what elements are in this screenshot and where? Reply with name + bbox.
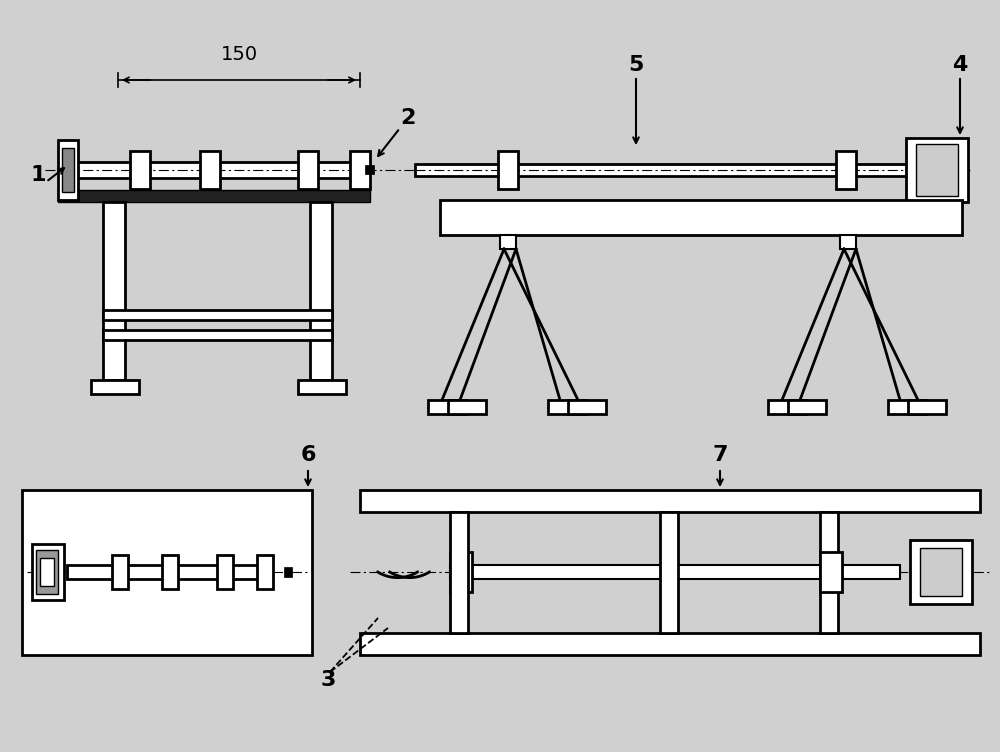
Bar [548,400,586,414]
Bar [103,310,332,320]
Bar [36,550,58,594]
Bar [257,555,273,589]
Bar [284,567,292,577]
Bar [450,565,900,579]
Bar [298,380,346,394]
Bar [450,512,468,633]
Bar [360,490,980,512]
Bar [660,512,678,633]
Bar [91,380,139,394]
Bar [500,235,516,249]
Bar [40,558,54,586]
Bar [200,151,220,189]
Bar [298,151,318,189]
Text: 5: 5 [628,55,644,75]
Bar [360,633,980,655]
Bar [350,151,370,189]
Bar [836,151,856,189]
Bar [310,202,332,380]
Bar [908,400,946,414]
Text: 150: 150 [220,45,258,64]
Text: 3: 3 [320,670,336,690]
Bar [888,400,926,414]
Bar [103,330,332,340]
Bar [916,144,958,196]
Bar [68,162,368,178]
Text: 4: 4 [952,55,968,75]
Bar [568,400,606,414]
Bar [820,552,842,592]
Bar [112,555,128,589]
Bar [62,148,74,192]
Bar [768,400,806,414]
Bar [58,190,370,202]
Bar [920,548,962,596]
Bar [428,400,466,414]
Bar [130,151,150,189]
Bar [32,544,64,600]
Bar [440,200,962,235]
Bar [58,140,78,200]
Bar [840,235,856,249]
Text: 7: 7 [712,445,728,465]
Bar [365,165,374,174]
Bar [498,151,518,189]
Bar [67,565,267,579]
Bar [450,552,472,592]
Text: 6: 6 [300,445,316,465]
Bar [910,540,972,604]
Text: 1: 1 [30,165,46,185]
Bar [103,202,125,380]
Bar [22,490,312,655]
Bar [820,512,838,633]
Text: 2: 2 [400,108,416,128]
Bar [415,164,915,176]
Bar [162,555,178,589]
Bar [217,555,233,589]
Bar [448,400,486,414]
Bar [906,138,968,202]
Bar [788,400,826,414]
